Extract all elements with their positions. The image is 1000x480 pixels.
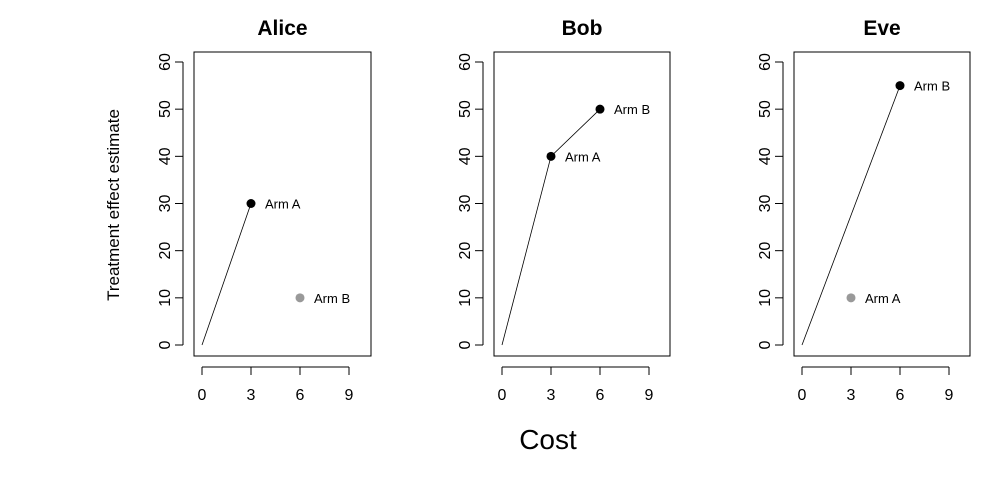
y-tick-label: 20 — [157, 242, 174, 260]
panel-alice: Alice 0 3 6 9 0 10 20 30 40 50 60 Arm A Arm B — [157, 17, 372, 404]
panel-eve: Eve 0 3 6 9 0 10 20 30 40 50 60 Arm B Arm A — [757, 17, 971, 404]
panel-title: Bob — [562, 17, 603, 40]
data-point-arm-a — [546, 151, 556, 161]
plot-frame — [793, 51, 971, 357]
y-tick-label: 50 — [157, 100, 174, 118]
y-tick-label: 50 — [757, 100, 774, 118]
data-point-arm-b — [295, 293, 305, 303]
y-tick-label: 40 — [457, 147, 474, 165]
x-tick-label: 3 — [247, 387, 256, 404]
y-tick-label: 50 — [457, 100, 474, 118]
y-tick-label: 30 — [457, 195, 474, 213]
x-tick-label: 3 — [847, 387, 856, 404]
x-tick-label: 6 — [896, 387, 905, 404]
frontier-line — [801, 85, 901, 346]
data-point-label: Arm A — [865, 291, 901, 306]
x-tick-label: 9 — [345, 387, 354, 404]
panel-bob: Bob 0 3 6 9 0 10 20 30 40 50 60 Arm A Arm B — [457, 17, 671, 404]
x-tick-label: 3 — [547, 387, 556, 404]
y-tick-label: 60 — [457, 53, 474, 71]
y-tick-label: 30 — [757, 195, 774, 213]
y-tick-label: 20 — [757, 242, 774, 260]
plot-frame — [493, 51, 671, 357]
y-tick-label: 40 — [757, 147, 774, 165]
data-point-label: Arm A — [565, 149, 601, 164]
data-point-label: Arm B — [614, 102, 650, 117]
y-tick-label: 10 — [157, 289, 174, 307]
x-tick-label: 9 — [945, 387, 954, 404]
y-tick-label: 40 — [157, 147, 174, 165]
frontier-line — [501, 108, 601, 346]
y-tick-label: 10 — [757, 289, 774, 307]
x-tick-label: 0 — [498, 387, 507, 404]
data-point-label: Arm B — [314, 291, 350, 306]
panel-title: Eve — [863, 17, 900, 40]
data-point-arm-a — [246, 199, 256, 208]
x-tick-label: 9 — [645, 387, 654, 404]
x-tick-label: 0 — [798, 387, 807, 404]
x-tick-label: 6 — [596, 387, 605, 404]
data-point-arm-b — [595, 104, 605, 114]
y-tick-label: 60 — [157, 53, 174, 71]
panel-title: Alice — [257, 17, 307, 40]
y-tick-label: 0 — [757, 340, 774, 349]
y-tick-label: 30 — [157, 195, 174, 213]
y-axis-title: Treatment effect estimate — [104, 109, 123, 301]
y-tick-label: 20 — [457, 242, 474, 260]
y-tick-label: 10 — [457, 289, 474, 307]
data-point-arm-a — [846, 293, 856, 303]
plot-frame — [193, 51, 372, 357]
y-tick-label: 0 — [157, 340, 174, 349]
y-tick-label: 60 — [757, 53, 774, 71]
frontier-line — [201, 203, 252, 346]
x-tick-label: 6 — [296, 387, 305, 404]
x-axis-title: Cost — [519, 424, 577, 455]
data-point-label: Arm A — [265, 197, 301, 212]
x-tick-label: 0 — [198, 387, 207, 404]
data-point-arm-b — [895, 81, 905, 91]
y-tick-label: 0 — [457, 340, 474, 349]
data-point-label: Arm B — [914, 79, 950, 94]
